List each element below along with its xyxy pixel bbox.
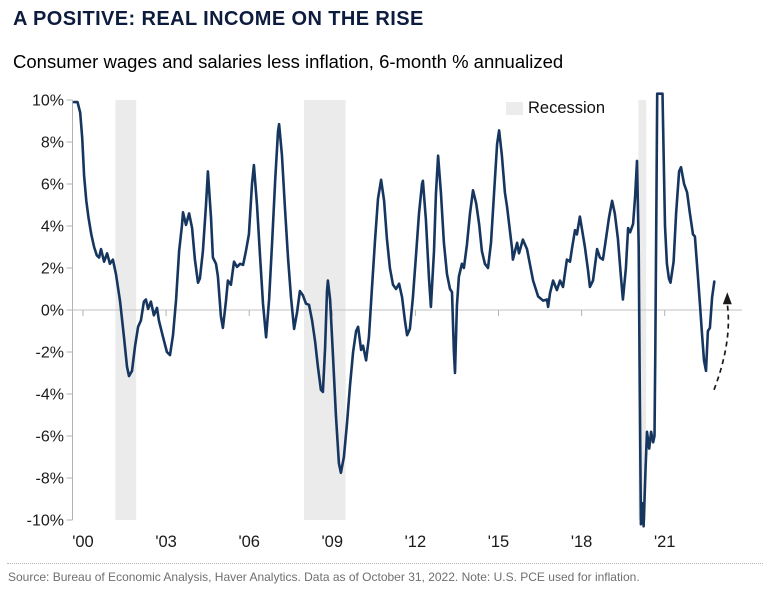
- x-axis-label: '15: [488, 533, 510, 551]
- x-axis-label: '12: [405, 533, 427, 551]
- source-note: Source: Bureau of Economic Analysis, Hav…: [8, 570, 640, 584]
- y-axis-label: -10%: [27, 513, 64, 530]
- y-axis-label: 10%: [32, 93, 64, 110]
- y-axis-label: -2%: [36, 345, 64, 362]
- x-axis-label: '00: [72, 533, 94, 551]
- page-title: A POSITIVE: REAL INCOME ON THE RISE: [13, 8, 424, 30]
- x-axis-label: '21: [654, 533, 676, 551]
- trend-arrow: [713, 304, 730, 391]
- y-axis-label: -4%: [36, 387, 64, 404]
- x-axis-label: '03: [155, 533, 177, 551]
- y-axis-label: 0%: [41, 303, 64, 320]
- trend-arrow-head-icon: [722, 292, 732, 305]
- x-axis-label: '18: [571, 533, 593, 551]
- recession-swatch-icon: [506, 102, 523, 115]
- chart-subtitle: Consumer wages and salaries less inflati…: [13, 51, 564, 72]
- y-axis-label: -8%: [36, 471, 64, 488]
- legend: Recession: [506, 99, 605, 118]
- x-axis-label: '09: [322, 533, 344, 551]
- y-axis-label: 2%: [41, 261, 64, 278]
- y-axis-label: -6%: [36, 429, 64, 446]
- y-axis-label: 4%: [41, 219, 64, 236]
- y-axis-label: 6%: [41, 177, 64, 194]
- series-line: [72, 92, 716, 528]
- legend-label: Recession: [528, 99, 606, 117]
- y-axis-label: 8%: [41, 135, 64, 152]
- x-axis-label: '06: [238, 533, 260, 551]
- footer-divider: [7, 563, 763, 564]
